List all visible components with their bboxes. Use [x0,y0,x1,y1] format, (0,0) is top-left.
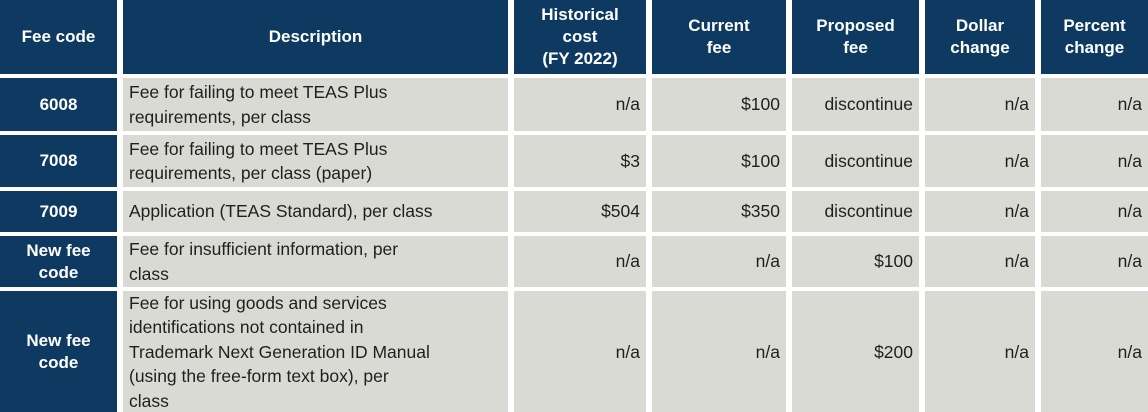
percent-change-cell: n/a [1041,291,1148,412]
historical-cost-cell: $504 [514,191,646,232]
historical-cost-cell: n/a [514,236,646,287]
proposed-fee-cell: discontinue [792,78,919,131]
header-current-fee: Current fee [652,0,786,74]
description-cell: Fee for using goods and services identif… [123,291,508,412]
dollar-change-cell: n/a [925,291,1035,412]
dollar-change-cell: n/a [925,191,1035,232]
historical-cost-cell: n/a [514,78,646,131]
proposed-fee-cell: $200 [792,291,919,412]
header-historical-cost: Historical cost (FY 2022) [514,0,646,74]
header-dollar-change: Dollar change [925,0,1035,74]
fee-code-cell: New fee code [0,291,117,412]
proposed-fee-cell: discontinue [792,135,919,187]
description-cell: Application (TEAS Standard), per class [123,191,508,232]
fee-code-cell: 7009 [0,191,117,232]
current-fee-cell: $100 [652,78,786,131]
header-description: Description [123,0,508,74]
header-fee-code: Fee code [0,0,117,74]
dollar-change-cell: n/a [925,78,1035,131]
current-fee-cell: $100 [652,135,786,187]
historical-cost-cell: $3 [514,135,646,187]
description-cell: Fee for failing to meet TEAS Plus requir… [123,135,508,187]
dollar-change-cell: n/a [925,135,1035,187]
percent-change-cell: n/a [1041,78,1148,131]
historical-cost-cell: n/a [514,291,646,412]
dollar-change-cell: n/a [925,236,1035,287]
header-percent-change: Percent change [1041,0,1148,74]
proposed-fee-cell: $100 [792,236,919,287]
header-proposed-fee: Proposed fee [792,0,919,74]
current-fee-cell: $350 [652,191,786,232]
current-fee-cell: n/a [652,236,786,287]
percent-change-cell: n/a [1041,191,1148,232]
description-cell: Fee for insufficient information, per cl… [123,236,508,287]
current-fee-cell: n/a [652,291,786,412]
fee-code-cell: 7008 [0,135,117,187]
fee-code-cell: New fee code [0,236,117,287]
percent-change-cell: n/a [1041,236,1148,287]
description-cell: Fee for failing to meet TEAS Plus requir… [123,78,508,131]
percent-change-cell: n/a [1041,135,1148,187]
fee-code-cell: 6008 [0,78,117,131]
proposed-fee-cell: discontinue [792,191,919,232]
